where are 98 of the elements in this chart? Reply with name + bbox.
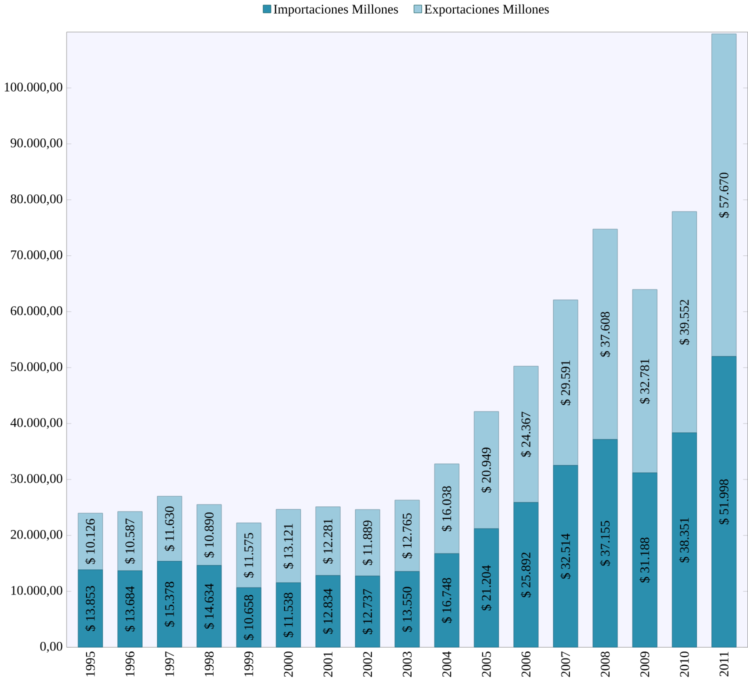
- data-label: $ 51.998: [718, 479, 730, 524]
- bar: [316, 506, 340, 576]
- data-label: $ 11.889: [362, 520, 373, 565]
- data-label: $ 13.684: [124, 586, 136, 632]
- y-tick-label: 100.000,00: [4, 82, 62, 94]
- data-label: $ 31.188: [640, 538, 650, 582]
- data-label: $ 15.378: [164, 582, 175, 627]
- bar: [632, 472, 658, 648]
- data-label: $ 37.608: [600, 312, 610, 357]
- data-label: $ 39.552: [679, 300, 690, 345]
- bar: [514, 502, 539, 648]
- x-tick-label: 2010: [680, 652, 689, 677]
- data-label: $ 37.155: [600, 520, 610, 566]
- bar: [117, 511, 142, 571]
- bar: [553, 465, 578, 648]
- data-label: $ 13.853: [85, 586, 96, 631]
- data-label: $ 32.781: [640, 358, 650, 404]
- y-tick-label: 10.000,00: [11, 586, 62, 597]
- x-tick-label: 1997: [165, 652, 174, 676]
- bar: [514, 366, 539, 503]
- x-tick-label: 2004: [442, 651, 452, 677]
- y-tick-label: 70.000,00: [11, 250, 62, 262]
- bar: [78, 570, 103, 648]
- data-label: $ 57.670: [718, 172, 730, 218]
- bar: [592, 228, 618, 440]
- bar: [117, 570, 142, 648]
- bar: [394, 500, 420, 572]
- data-label: $ 38.351: [679, 518, 690, 562]
- bar: [196, 504, 222, 566]
- data-label: $ 21.204: [481, 565, 492, 610]
- bar: [474, 411, 499, 529]
- data-label: $ 10.587: [124, 518, 136, 564]
- x-tick-label: 2007: [561, 652, 570, 677]
- y-tick-label: 40.000,00: [10, 418, 62, 429]
- data-label: $ 11.630: [164, 506, 175, 551]
- data-label: $ 13.550: [402, 586, 412, 632]
- bar: [632, 289, 658, 474]
- x-tick-label: 2000: [284, 652, 293, 677]
- data-label: $ 11.538: [283, 592, 294, 638]
- bar: [712, 356, 737, 648]
- data-label: $ 10.658: [244, 594, 254, 640]
- x-tick-label: 2011: [720, 652, 728, 676]
- x-tick-label: 1996: [126, 652, 134, 676]
- x-tick-label: 2008: [600, 652, 610, 677]
- data-label: $ 25.892: [520, 552, 532, 598]
- bar: [78, 512, 103, 570]
- x-tick-label: 2003: [402, 652, 412, 677]
- bar: [474, 528, 499, 648]
- x-tick-label: 1995: [86, 652, 95, 676]
- data-label: $ 13.121: [283, 524, 294, 568]
- y-tick-label: 0,00: [40, 642, 62, 653]
- data-label: $ 14.634: [204, 584, 214, 629]
- x-tick-label: 2006: [522, 652, 530, 677]
- bar: [316, 575, 340, 648]
- bar: [276, 509, 301, 583]
- bar: [157, 561, 182, 648]
- data-label: $ 11.575: [244, 533, 254, 578]
- bar: [236, 587, 262, 648]
- bar: [355, 576, 380, 648]
- bar: [236, 522, 262, 588]
- y-tick-label: 50.000,00: [10, 362, 62, 373]
- bar: [672, 432, 697, 648]
- data-label: $ 12.834: [322, 588, 334, 634]
- data-label: $ 16.748: [442, 578, 452, 623]
- data-label: $ 12.765: [402, 513, 412, 558]
- data-label: $ 12.737: [362, 589, 373, 634]
- x-tick-label: 1999: [244, 652, 254, 676]
- data-label: $ 12.281: [322, 518, 334, 564]
- y-tick-label: 60.000,00: [10, 306, 62, 318]
- y-tick-label: 20.000,00: [10, 530, 62, 541]
- bar: [434, 553, 460, 648]
- bar: [394, 571, 420, 648]
- bar: [553, 300, 578, 466]
- x-tick-label: 1998: [204, 652, 214, 676]
- data-label: $ 32.514: [560, 534, 571, 579]
- y-tick-label: 80.000,00: [10, 194, 62, 206]
- data-label: $ 16.038: [442, 486, 452, 532]
- data-label: $ 29.591: [560, 360, 571, 406]
- bar: [355, 509, 380, 576]
- x-tick-label: 2002: [363, 652, 372, 677]
- bar: [592, 439, 618, 648]
- bar: [434, 464, 460, 554]
- bar: [196, 565, 222, 648]
- data-label: $ 10.126: [85, 518, 96, 564]
- bar: [157, 496, 182, 562]
- y-tick-label: 30.000,00: [10, 474, 62, 485]
- data-label: $ 20.949: [481, 448, 492, 492]
- x-tick-label: 2005: [482, 652, 491, 677]
- bar: [672, 211, 697, 433]
- data-label: $ 24.367: [520, 412, 532, 457]
- bar: [712, 34, 737, 357]
- legend-label: Exportaciones Millones: [424, 4, 549, 16]
- y-tick-label: 90.000,00: [10, 138, 62, 150]
- x-tick-label: 2009: [640, 652, 650, 677]
- legend-label: Importaciones Millones: [274, 4, 398, 16]
- data-label: $ 10.890: [204, 512, 214, 558]
- bar: [276, 582, 301, 648]
- x-tick-label: 2001: [324, 652, 332, 677]
